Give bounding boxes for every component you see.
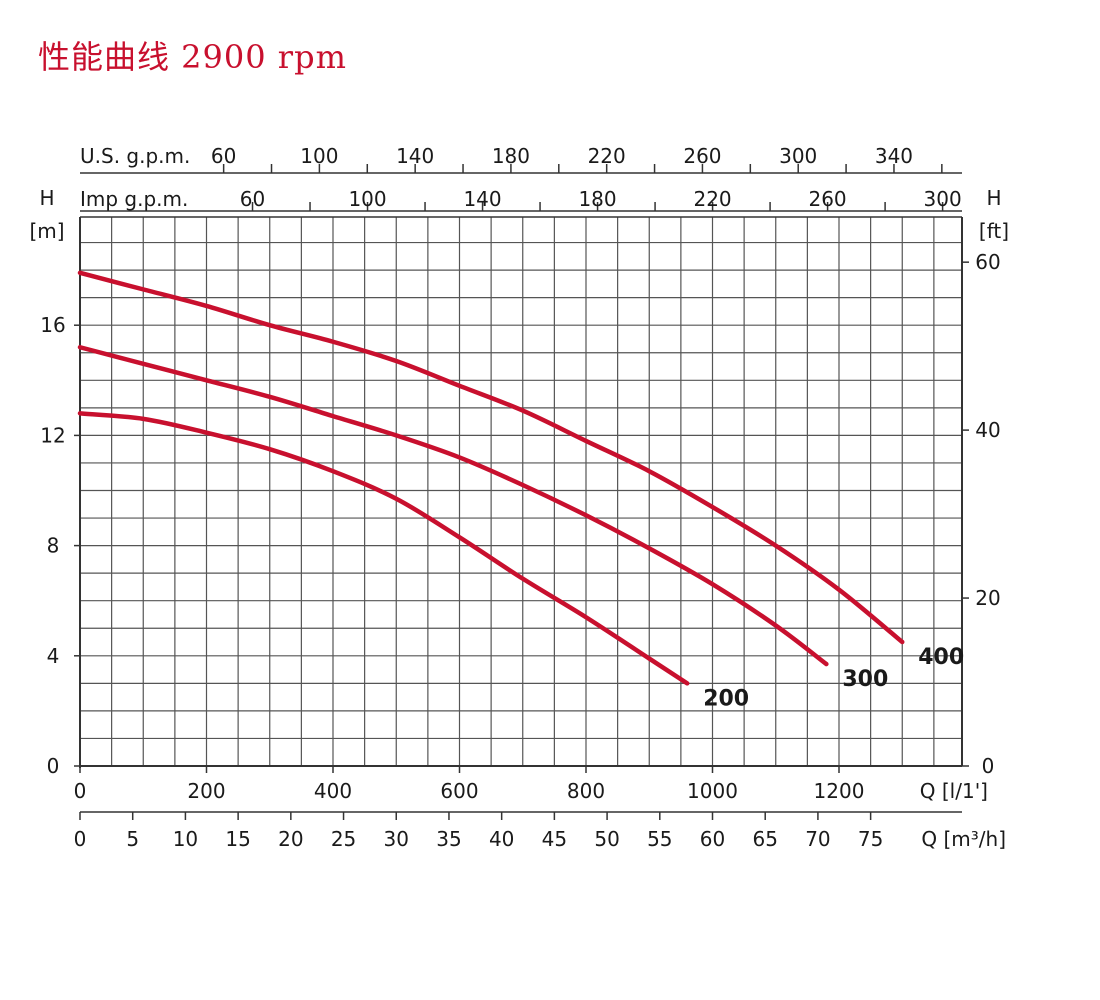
- y-tick-label: 0: [47, 754, 60, 778]
- m3h-tick-label: 10: [173, 827, 198, 851]
- chart-title: 性能曲线 2900 rpm: [38, 38, 347, 76]
- m3h-tick-label: 60: [700, 827, 725, 851]
- y-right-tick-label: 40: [975, 418, 1000, 442]
- x-tick-label: 1000: [687, 779, 738, 803]
- x-tick-label: 200: [187, 779, 225, 803]
- curve-label-300: 300: [842, 667, 888, 692]
- usgpm-tick-label: 140: [396, 144, 434, 168]
- m3h-tick-label: 45: [542, 827, 567, 851]
- x-tick-label: 1200: [814, 779, 865, 803]
- m3h-tick-label: 50: [594, 827, 619, 851]
- impgpm-tick-label: 260: [808, 187, 846, 211]
- impgpm-tick-label: 140: [463, 187, 501, 211]
- y-right-tick-label: 20: [975, 586, 1000, 610]
- m3h-tick-label: 35: [436, 827, 461, 851]
- m3h-tick-label: 25: [331, 827, 356, 851]
- curves: [77, 270, 905, 686]
- curve-200: [77, 411, 690, 686]
- usgpm-tick-label: 300: [779, 144, 817, 168]
- m3h-tick-label: 0: [74, 827, 87, 851]
- impgpm-label: Imp g.p.m.: [80, 187, 188, 211]
- y-tick-label: 4: [47, 644, 60, 668]
- y-tick-label: 8: [47, 534, 60, 558]
- m3h-tick-label: 75: [858, 827, 883, 851]
- x-tick-label: 600: [440, 779, 478, 803]
- m3h-tick-label: 70: [805, 827, 830, 851]
- impgpm-tick-label: 180: [578, 187, 616, 211]
- usgpm-tick-label: 180: [492, 144, 530, 168]
- impgpm-tick-label: 60: [240, 187, 265, 211]
- impgpm-tick-label: 220: [693, 187, 731, 211]
- y-tick-label: 16: [40, 313, 65, 337]
- y-axis-label: H: [39, 186, 54, 210]
- usgpm-tick-label: 220: [588, 144, 626, 168]
- impgpm-tick-label: 100: [348, 187, 386, 211]
- x-tick-label: 800: [567, 779, 605, 803]
- y-right-tick-label: 60: [975, 250, 1000, 274]
- impgpm-tick-label: 300: [924, 187, 962, 211]
- x-axis-label: Q [l/1']: [920, 779, 988, 803]
- x-tick-label: 0: [74, 779, 87, 803]
- curve-300: [77, 344, 829, 667]
- x-tick-label: 400: [314, 779, 352, 803]
- usgpm-tick-label: 340: [875, 144, 913, 168]
- m3h-tick-label: 30: [384, 827, 409, 851]
- y-axis-unit: [m]: [29, 219, 64, 243]
- curve-label-200: 200: [703, 686, 749, 711]
- axes: [74, 164, 969, 820]
- usgpm-tick-label: 100: [300, 144, 338, 168]
- m3h-tick-label: 65: [752, 827, 777, 851]
- y-right-tick-label: 0: [982, 754, 995, 778]
- y-axis-right-unit: [ft]: [979, 219, 1009, 243]
- usgpm-tick-label: 60: [211, 144, 236, 168]
- m3h-tick-label: 5: [126, 827, 139, 851]
- m3h-tick-label: 55: [647, 827, 672, 851]
- usgpm-label: U.S. g.p.m.: [80, 144, 190, 168]
- curve-label-400: 400: [918, 645, 964, 670]
- usgpm-tick-label: 260: [683, 144, 721, 168]
- grid-lines: [80, 217, 962, 766]
- m3h-tick-label: 40: [489, 827, 514, 851]
- m3h-axis-label: Q [m³/h]: [921, 827, 1006, 851]
- y-axis-right-label: H: [986, 186, 1001, 210]
- m3h-tick-label: 20: [278, 827, 303, 851]
- m3h-tick-label: 15: [225, 827, 250, 851]
- y-tick-label: 12: [40, 423, 65, 447]
- curve-400: [77, 270, 905, 645]
